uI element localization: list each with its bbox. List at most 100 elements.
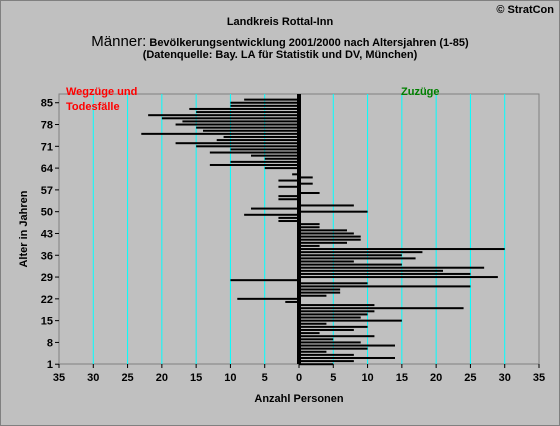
bar (299, 291, 341, 294)
y-axis-title: Alter in Jahren (18, 190, 30, 267)
bar (230, 148, 299, 151)
bar (299, 285, 471, 288)
bar (237, 297, 299, 300)
y-tick-label: 22 (41, 294, 53, 306)
x-tick-label: 5 (330, 372, 336, 384)
x-axis-title: Anzahl Personen (254, 393, 344, 405)
bar (230, 101, 299, 104)
bar (299, 272, 471, 275)
bar (299, 260, 354, 263)
annotation-outflow-line2: Todesfälle (66, 101, 120, 113)
bar (264, 157, 299, 160)
x-tick-label: 25 (121, 372, 133, 384)
bar (299, 241, 347, 244)
bar (299, 182, 313, 185)
x-tick-label: 30 (499, 372, 511, 384)
bar (299, 238, 361, 241)
chart-title: Männer: Bevölkerungsentwicklung 2001/200… (0, 33, 560, 51)
x-tick-label: 35 (53, 372, 65, 384)
bar (278, 216, 299, 219)
copyright-label: © StratCon (496, 4, 554, 16)
bar (299, 204, 354, 207)
bar (299, 282, 368, 285)
x-tick-label: 10 (361, 372, 373, 384)
bar (299, 266, 485, 269)
bar (299, 319, 402, 322)
bar (299, 257, 416, 260)
bar (299, 244, 320, 247)
bar (299, 226, 320, 229)
bar (230, 160, 299, 163)
bar (209, 163, 299, 166)
bar (292, 173, 299, 176)
bar (141, 132, 299, 135)
bar (299, 316, 361, 319)
x-tick-label: 20 (430, 372, 442, 384)
bar (285, 300, 299, 303)
x-tick-label: 35 (533, 372, 545, 384)
y-tick-label: 1 (47, 359, 53, 371)
bar (299, 335, 375, 338)
title-text: Bevölkerungsentwicklung 2001/2000 nach A… (146, 37, 469, 49)
zero-axis (297, 94, 301, 364)
y-tick-label: 43 (41, 228, 53, 240)
bar (299, 235, 361, 238)
y-tick-label: 8 (47, 337, 53, 349)
bar (196, 145, 299, 148)
bar (278, 198, 299, 201)
bar (299, 276, 498, 279)
bar (189, 107, 299, 110)
bar (299, 363, 334, 366)
bar (299, 325, 368, 328)
bar (299, 251, 423, 254)
y-tick-label: 57 (41, 185, 53, 197)
bar (278, 179, 299, 182)
bar (299, 347, 368, 350)
bar (230, 104, 299, 107)
bar (230, 279, 299, 282)
bar (299, 338, 334, 341)
bar (299, 322, 327, 325)
bar (299, 360, 354, 363)
bar (299, 210, 368, 213)
bar (299, 310, 375, 313)
y-tick-label: 64 (41, 163, 54, 175)
y-tick-label: 29 (41, 272, 53, 284)
region-title: Landkreis Rottal-Inn (226, 16, 334, 28)
title-gender: Männer: (91, 33, 147, 50)
x-tick-label: 5 (262, 372, 268, 384)
bar (299, 350, 327, 353)
bar (196, 111, 299, 114)
bar (299, 344, 395, 347)
bar (299, 176, 313, 179)
bar (216, 139, 299, 142)
bar (278, 185, 299, 188)
y-tick-label: 71 (41, 141, 53, 153)
bar (299, 248, 505, 251)
bar (299, 307, 464, 310)
x-tick-label: 30 (87, 372, 99, 384)
data-source: (Datenquelle: Bay. LA für Statistik und … (142, 49, 418, 61)
bar (251, 154, 299, 157)
bar (182, 120, 299, 123)
bar (161, 117, 299, 120)
y-tick-label: 85 (41, 98, 53, 110)
x-tick-label: 0 (296, 372, 302, 384)
annotation-outflow-line1: Wegzüge und (66, 86, 137, 98)
bar (196, 126, 299, 129)
bar (299, 254, 402, 257)
y-tick-label: 50 (41, 207, 53, 219)
bar (209, 151, 299, 154)
bar (223, 135, 299, 138)
bar (278, 220, 299, 223)
x-tick-label: 25 (464, 372, 476, 384)
bar (299, 313, 368, 316)
bar (299, 341, 361, 344)
annotation-inflow: Zuzüge (401, 86, 440, 98)
bar (175, 142, 299, 145)
bar (299, 356, 395, 359)
bar (299, 332, 320, 335)
bar (278, 195, 299, 198)
bar (148, 114, 299, 117)
bar (299, 294, 327, 297)
